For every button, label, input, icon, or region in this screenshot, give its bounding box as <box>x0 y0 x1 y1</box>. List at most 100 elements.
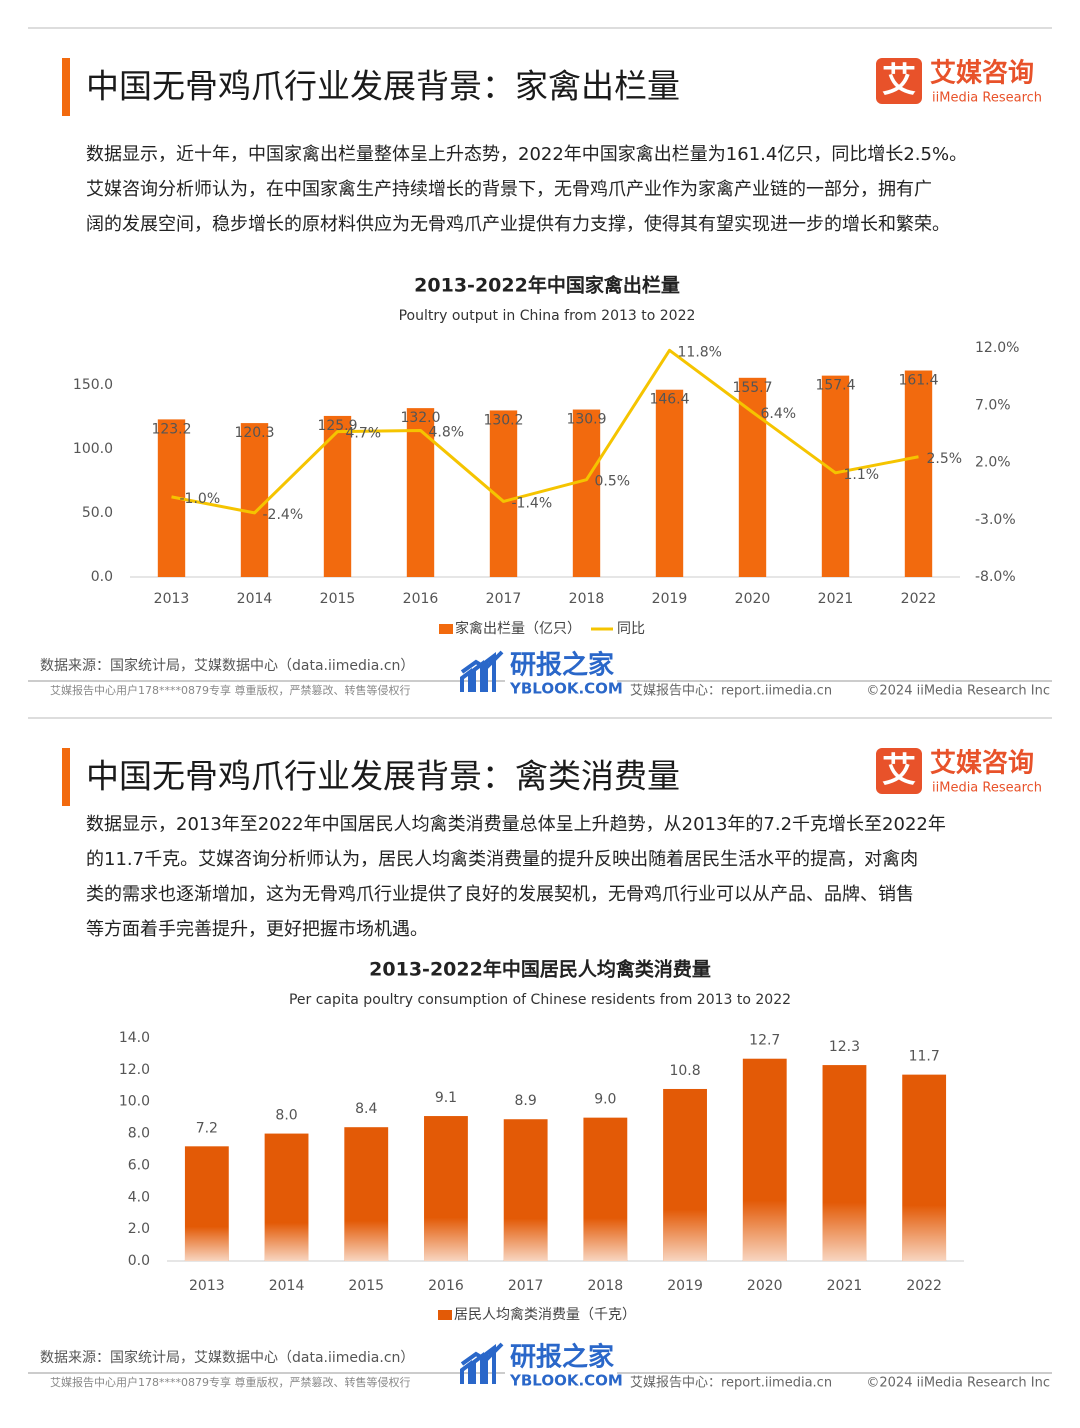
watermark-bg <box>505 1372 617 1390</box>
bar-value-label: 9.1 <box>435 1090 457 1106</box>
watermark-bg <box>505 680 617 698</box>
x-tick-label: 2013 <box>189 1278 225 1294</box>
x-tick-label: 2016 <box>428 1278 464 1294</box>
bar-value-label: 123.2 <box>151 421 191 437</box>
x-tick-label: 2016 <box>403 591 439 607</box>
legend-swatch <box>438 1310 452 1320</box>
chart-subtitle: Poultry output in China from 2013 to 202… <box>399 308 696 324</box>
y2-tick-label: 12.0% <box>975 340 1019 356</box>
x-tick-label: 2013 <box>154 591 190 607</box>
x-tick-label: 2014 <box>269 1278 305 1294</box>
line-value-label: 0.5% <box>595 474 631 490</box>
bar-value-label: 161.4 <box>898 373 938 389</box>
y2-tick-label: 7.0% <box>975 397 1011 413</box>
line-value-label: 4.7% <box>346 426 382 442</box>
line-value-label: -2.4% <box>263 507 304 523</box>
bar <box>904 370 933 577</box>
bar-value-label: 8.4 <box>355 1101 377 1117</box>
chart-title: 2013-2022年中国家禽出栏量 <box>414 274 680 297</box>
line-value-label: 6.4% <box>761 406 797 422</box>
legend-label: 家禽出栏量（亿只） <box>455 620 581 637</box>
y-tick-label: 150.0 <box>73 377 113 393</box>
watermark-icon <box>460 1342 504 1384</box>
x-tick-label: 2017 <box>486 591 522 607</box>
x-tick-label: 2018 <box>588 1278 624 1294</box>
y2-tick-label: -3.0% <box>975 512 1016 528</box>
footer-copy: ©2024 iiMedia Research Inc <box>866 684 1050 699</box>
bar-value-label: 10.8 <box>669 1063 700 1079</box>
bar-value-label: 9.0 <box>594 1092 616 1108</box>
bar <box>572 409 601 577</box>
bar-fade <box>902 1074 947 1261</box>
watermark-icon <box>460 650 504 692</box>
x-tick-label: 2018 <box>569 591 605 607</box>
x-tick-label: 2019 <box>652 591 688 607</box>
source-note: 数据来源：国家统计局，艾媒数据中心（data.iimedia.cn） <box>40 1349 414 1366</box>
y-tick-label: 8.0 <box>128 1126 150 1142</box>
bar-value-label: 12.7 <box>749 1033 780 1049</box>
x-tick-label: 2021 <box>827 1278 863 1294</box>
title-accent <box>62 58 70 116</box>
legend-label: 同比 <box>617 621 645 637</box>
bar <box>323 415 352 577</box>
x-tick-label: 2021 <box>818 591 854 607</box>
line-value-label: 4.8% <box>429 424 465 440</box>
x-tick-label: 2015 <box>348 1278 384 1294</box>
bar-fade <box>583 1117 628 1261</box>
paragraph-line: 的11.7千克。艾媒咨询分析师认为，居民人均禽类消费量的提升反映出随着居民生活水… <box>86 849 918 870</box>
page-title: 中国无骨鸡爪行业发展背景：禽类消费量 <box>86 757 680 796</box>
logo-cn: 艾媒咨询 <box>930 58 1034 89</box>
y-tick-label: 2.0 <box>128 1221 150 1237</box>
y-tick-label: 0.0 <box>128 1253 150 1269</box>
paragraph-line: 数据显示，2013年至2022年中国居民人均禽类消费量总体呈上升趋势，从2013… <box>86 814 946 835</box>
logo-en: iiMedia Research <box>932 91 1042 106</box>
y-tick-label: 0.0 <box>91 569 113 585</box>
line-value-label: -1.4% <box>512 495 553 511</box>
bar-value-label: 8.0 <box>275 1108 297 1124</box>
y-tick-label: 14.0 <box>119 1030 150 1046</box>
watermark-cn: 研报之家 <box>510 650 614 681</box>
logo-box <box>876 58 922 104</box>
watermark-cn: 研报之家 <box>510 1342 614 1373</box>
y-tick-label: 100.0 <box>73 441 113 457</box>
footer-user: 艾媒报告中心用户178****0879专享 尊重版权，严禁篡改、转售等侵权行 <box>50 683 410 697</box>
watermark-en: YBLOOK.COM <box>509 680 623 698</box>
bar-value-label: 146.4 <box>649 392 689 408</box>
footer-site: 艾媒报告中心：report.iimedia.cn <box>630 684 832 699</box>
bar-value-label: 130.9 <box>566 412 606 428</box>
y2-tick-label: 2.0% <box>975 455 1011 471</box>
x-tick-label: 2015 <box>320 591 356 607</box>
line-value-label: 1.1% <box>844 467 880 483</box>
y-tick-label: 6.0 <box>128 1157 150 1173</box>
bar <box>406 408 435 577</box>
logo-en: iiMedia Research <box>932 781 1042 796</box>
logo-box <box>876 748 922 794</box>
bar-value-label: 11.7 <box>909 1049 940 1065</box>
bar-value-label: 125.9 <box>317 418 357 434</box>
legend-label: 居民人均禽类消费量（千克） <box>454 1306 636 1323</box>
chart-subtitle: Per capita poultry consumption of Chines… <box>289 992 791 1008</box>
logo-icon: 艾 <box>882 61 916 101</box>
bar-fade <box>742 1058 787 1261</box>
paragraph-line: 类的需求也逐渐增加，这为无骨鸡爪行业提供了良好的发展契机，无骨鸡爪行业可以从产品… <box>86 884 914 905</box>
paragraph-line: 阔的发展空间，稳步增长的原材料供应为无骨鸡爪产业提供有力支撑，使得其有望实现进一… <box>86 214 950 235</box>
paragraph-line: 数据显示，近十年，中国家禽出栏量整体呈上升态势，2022年中国家禽出栏量为161… <box>86 144 967 165</box>
bar-value-label: 12.3 <box>829 1039 860 1055</box>
bar-fade <box>184 1146 229 1261</box>
bar-value-label: 157.4 <box>815 378 855 394</box>
bar <box>655 389 684 577</box>
page-title: 中国无骨鸡爪行业发展背景：家禽出栏量 <box>86 67 680 106</box>
paragraph-line: 等方面着手完善提升，更好把握市场机遇。 <box>86 919 428 940</box>
y-tick-label: 50.0 <box>82 505 113 521</box>
logo-cn: 艾媒咨询 <box>930 748 1034 779</box>
footer-site: 艾媒报告中心：report.iimedia.cn <box>630 1376 832 1391</box>
line-value-label: 2.5% <box>927 451 963 467</box>
x-tick-label: 2022 <box>906 1278 942 1294</box>
watermark-en: YBLOOK.COM <box>509 1372 623 1390</box>
bar-fade <box>344 1127 389 1261</box>
legend-swatch <box>439 624 453 634</box>
bar-value-label: 8.9 <box>515 1093 537 1109</box>
source-note: 数据来源：国家统计局，艾媒数据中心（data.iimedia.cn） <box>40 657 414 674</box>
logo-icon: 艾 <box>882 751 916 791</box>
